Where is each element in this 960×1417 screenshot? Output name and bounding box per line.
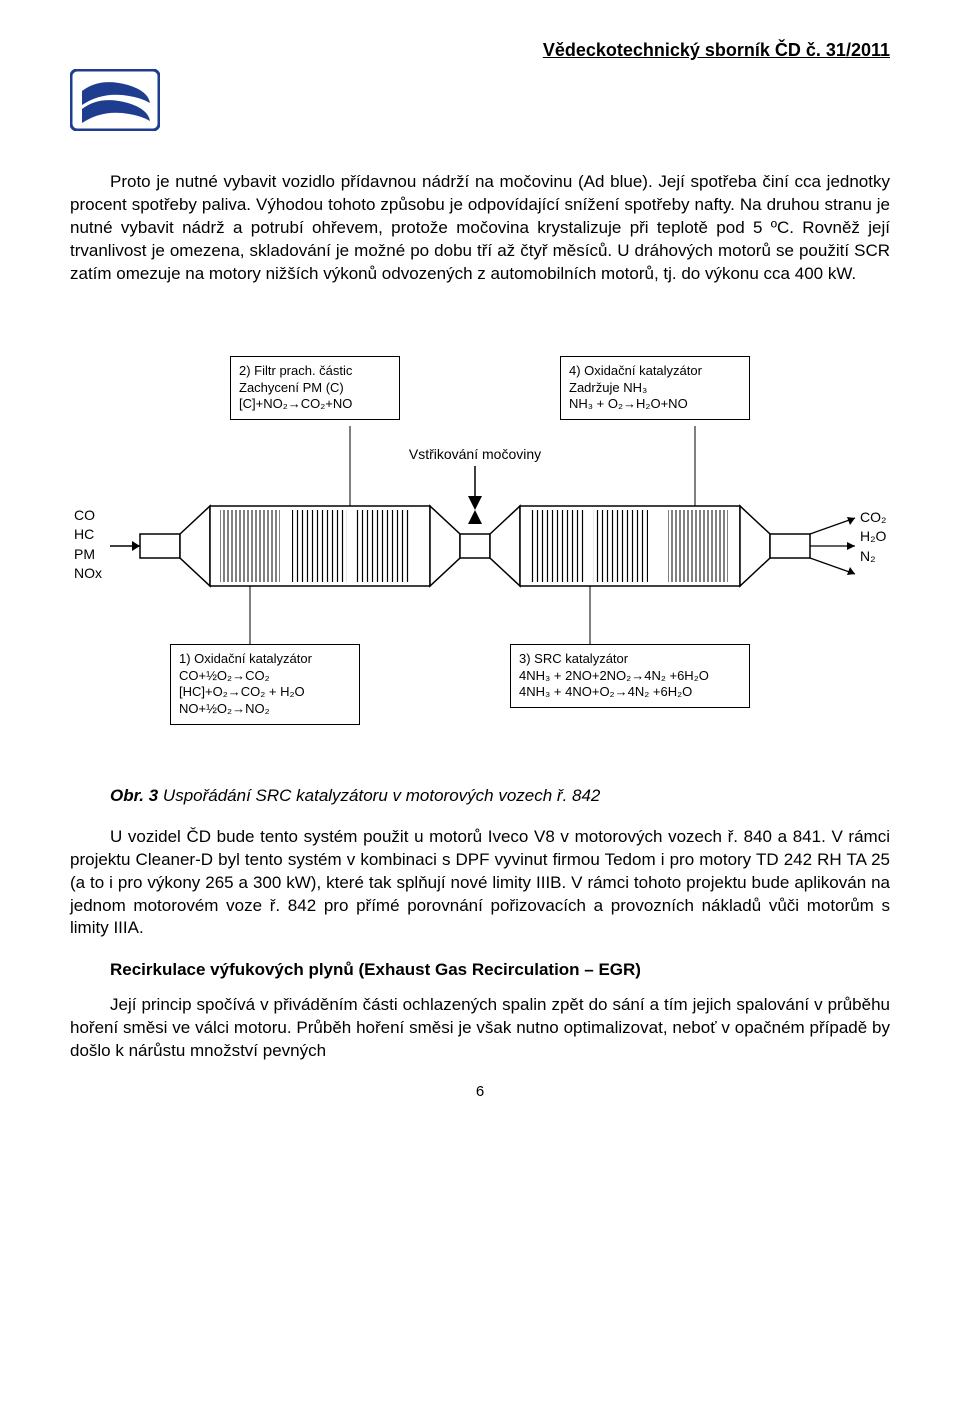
caption-rest: Uspořádání SRC katalyzátoru v motorových… <box>158 786 600 805</box>
box2-l2: [C]+NO₂→CO₂+NO <box>239 396 391 413</box>
src-catalyst-diagram: 2) Filtr prach. částic Zachycení PM (C) … <box>70 346 890 746</box>
paragraph-3: Její princip spočívá v přiváděním části … <box>70 994 890 1063</box>
outlet-labels: CO₂ H₂O N₂ <box>860 508 886 567</box>
inlet-labels: CO HC PM NOx <box>74 506 102 584</box>
inlet-pm: PM <box>74 545 102 565</box>
logo-row <box>70 69 890 131</box>
box1-l2: [HC]+O₂→CO₂ + H₂O <box>179 684 351 701</box>
box3-l2: 4NH₃ + 4NO+O₂→4N₂ +6H₂O <box>519 684 741 701</box>
inlet-co: CO <box>74 506 102 526</box>
paragraph-1: Proto je nutné vybavit vozidlo přídavnou… <box>70 171 890 286</box>
box4-l2: NH₃ + O₂→H₂O+NO <box>569 396 741 413</box>
box4-l1: Zadržuje NH₃ <box>569 380 741 397</box>
box1-l3: NO+½O₂→NO₂ <box>179 701 351 718</box>
box2-l1: Zachycení PM (C) <box>239 380 391 397</box>
box3-title: 3) SRC katalyzátor <box>519 651 741 668</box>
box-1-oxid: 1) Oxidační katalyzátor CO+½O₂→CO₂ [HC]+… <box>170 644 360 726</box>
inlet-nox: NOx <box>74 564 102 584</box>
box4-title: 4) Oxidační katalyzátor <box>569 363 741 380</box>
outlet-co2: CO₂ <box>860 508 886 528</box>
box-2-filter: 2) Filtr prach. částic Zachycení PM (C) … <box>230 356 400 421</box>
outlet-n2: N₂ <box>860 547 886 567</box>
cd-logo <box>70 69 160 131</box>
paragraph-2: U vozidel ČD bude tento systém použit u … <box>70 826 890 941</box>
journal-header: Vědeckotechnický sborník ČD č. 31/2011 <box>70 40 890 61</box>
outlet-h2o: H₂O <box>860 527 886 547</box>
box-3-src: 3) SRC katalyzátor 4NH₃ + 2NO+2NO₂→4N₂ +… <box>510 644 750 709</box>
box1-l1: CO+½O₂→CO₂ <box>179 668 351 685</box>
urea-label: Vstřikování močoviny <box>400 446 550 462</box>
egr-subheading: Recirkulace výfukových plynů (Exhaust Ga… <box>110 960 890 980</box>
page-number: 6 <box>70 1083 890 1100</box>
box-4-oxid: 4) Oxidační katalyzátor Zadržuje NH₃ NH₃… <box>560 356 750 421</box>
left-canister <box>140 506 460 586</box>
box1-title: 1) Oxidační katalyzátor <box>179 651 351 668</box>
box2-title: 2) Filtr prach. částic <box>239 363 391 380</box>
urea-injection <box>460 466 490 558</box>
inlet-hc: HC <box>74 525 102 545</box>
caption-bold: Obr. 3 <box>110 786 158 805</box>
right-canister <box>490 506 810 586</box>
figure-caption: Obr. 3 Uspořádání SRC katalyzátoru v mot… <box>110 786 890 806</box>
box3-l1: 4NH₃ + 2NO+2NO₂→4N₂ +6H₂O <box>519 668 741 685</box>
